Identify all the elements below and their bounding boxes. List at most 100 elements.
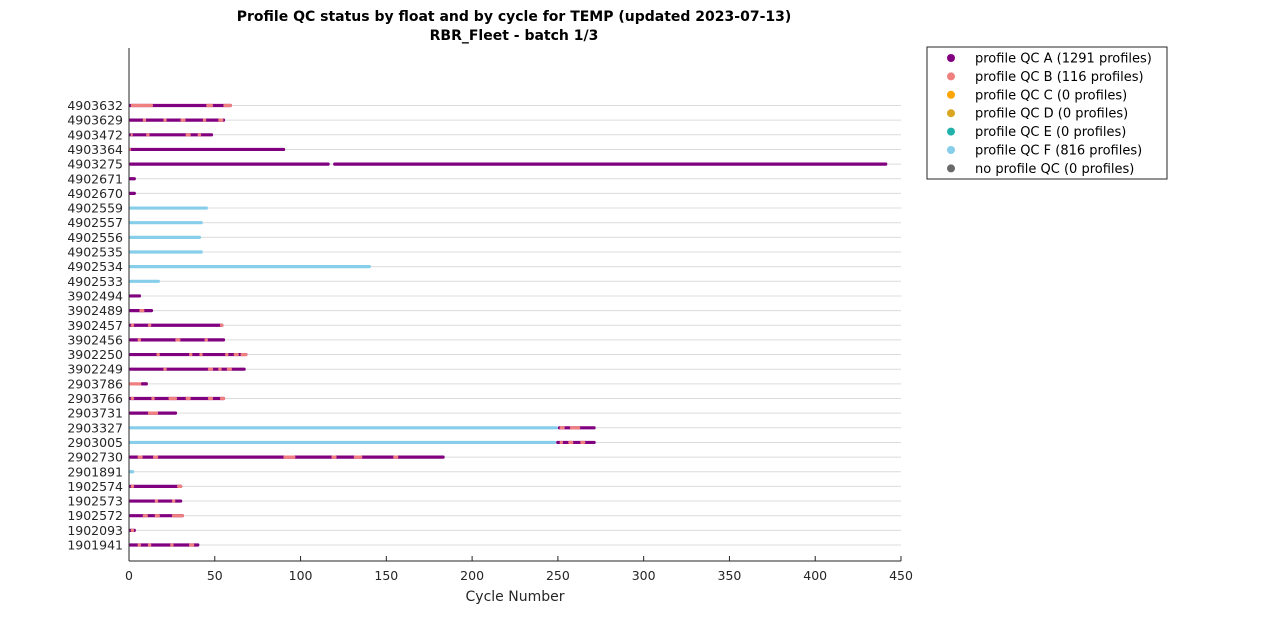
qc-segment-A: [129, 352, 248, 357]
legend-box: [926, 46, 1168, 180]
qc-segment-A: [129, 191, 136, 195]
float-label: 4903472: [67, 127, 123, 142]
qc-segment-B: [142, 118, 147, 122]
x-tick-label: 150: [374, 568, 398, 583]
float-label: 1901941: [67, 538, 123, 553]
qc-segment-B: [154, 514, 160, 518]
qc-segment-B: [130, 323, 135, 327]
float-label: 4902670: [67, 186, 123, 201]
qc-segment-B: [207, 396, 214, 401]
x-axis-label: Cycle Number: [466, 589, 565, 605]
float-label: 4903275: [67, 157, 123, 172]
qc-segment-F: [129, 235, 202, 239]
qc-segment-F: [129, 426, 558, 430]
qc-segment-B: [168, 396, 178, 401]
qc-segment-B: [226, 367, 232, 371]
float-label: 2901891: [67, 464, 123, 479]
x-tick-label: 450: [889, 568, 913, 583]
qc-segment-A: [129, 133, 214, 137]
float-label: 2903766: [67, 391, 123, 406]
qc-segment-B: [202, 118, 207, 122]
qc-segment-B: [189, 543, 195, 547]
qc-segment-B: [223, 103, 232, 108]
float-label: 4903364: [67, 142, 123, 157]
float-label: 2903327: [67, 420, 123, 435]
float-label: 2903005: [67, 435, 123, 450]
legend-marker: [947, 109, 955, 118]
x-tick-label: 50: [207, 568, 223, 583]
float-label: 2903731: [67, 406, 123, 421]
qc-segment-B: [197, 133, 202, 137]
float-label: 4902533: [67, 274, 123, 289]
float-label: 1902572: [67, 508, 123, 523]
float-label: 2902730: [67, 450, 123, 465]
legend-label: profile QC D (0 profiles): [975, 107, 1128, 122]
qc-segment-B: [569, 426, 581, 430]
qc-segment-B: [219, 323, 224, 327]
float-label: 2903786: [67, 376, 123, 391]
qc-segment-A: [129, 103, 232, 108]
qc-segment-F: [129, 206, 208, 210]
qc-segment-B: [146, 133, 150, 137]
qc-segment-B: [393, 455, 399, 459]
qc-segment-A: [129, 147, 286, 152]
x-ticks: 0 50 100 150 200 250 300 350 400 450: [125, 556, 913, 583]
qc-segment-B: [207, 367, 214, 371]
legend-label: profile QC C (0 profiles): [975, 88, 1127, 103]
x-tick-label: 400: [803, 568, 827, 583]
qc-segment-B: [218, 367, 222, 371]
qc-segment-B: [170, 543, 174, 547]
legend-marker: [947, 90, 955, 99]
float-label: 1902093: [67, 523, 123, 538]
qc-segment-A: [129, 118, 226, 122]
qc-segment-A: [141, 382, 148, 386]
float-label: 1902574: [67, 479, 123, 494]
qc-segment-B: [147, 323, 152, 327]
qc-segment-B: [137, 338, 142, 342]
float-label: 4902671: [67, 171, 123, 186]
float-label: 4902535: [67, 245, 123, 260]
qc-segment-B: [130, 528, 135, 532]
legend-label: no profile QC (0 profiles): [975, 162, 1134, 177]
qc-segment-B: [204, 338, 208, 342]
qc-segment-B: [233, 352, 239, 357]
qc-segment-A: [129, 177, 136, 181]
qc-segment-B: [171, 499, 176, 503]
qc-segment-B: [180, 118, 186, 122]
legend-marker: [947, 164, 955, 173]
qc-segment-A: [129, 484, 183, 488]
float-label: 4902534: [67, 259, 123, 274]
qc-segment-F: [129, 250, 203, 254]
float-label: 4902557: [67, 215, 123, 230]
x-tick-label: 300: [632, 568, 656, 583]
qc-segment-A: [129, 323, 224, 327]
qc-segment-B: [177, 484, 183, 488]
x-tick-label: 350: [718, 568, 742, 583]
legend: profile QC A (1291 profiles) profile QC B…: [926, 46, 1168, 180]
qc-segment-B: [139, 309, 145, 313]
float-label: 4903632: [67, 98, 123, 113]
qc-segment-B: [283, 455, 296, 459]
qc-segment-B: [137, 543, 142, 547]
legend-label: profile QC F (816 profiles): [975, 144, 1142, 159]
float-label: 1902573: [67, 494, 123, 509]
qc-segment-B: [185, 396, 191, 401]
qc-segment-B: [568, 440, 574, 445]
qc-segment-F: [129, 440, 557, 445]
qc-segment-B: [559, 426, 565, 430]
float-label: 3902249: [67, 362, 123, 377]
qc-segment-F: [129, 279, 160, 283]
qc-segment-B: [130, 484, 135, 488]
qc-segment-B: [218, 118, 224, 122]
qc-segment-B: [199, 352, 203, 357]
chart-title: Profile QC status by float and by cycle …: [237, 9, 792, 25]
qc-segment-B: [580, 440, 586, 445]
qc-segment-A: [129, 367, 246, 371]
float-label: 4902559: [67, 201, 123, 216]
legend-label: profile QC A (1291 profiles): [975, 52, 1152, 67]
float-label: 3902456: [67, 332, 123, 347]
x-tick-label: 100: [289, 568, 313, 583]
qc-segment-B: [153, 455, 159, 459]
x-tick-label: 250: [546, 568, 570, 583]
